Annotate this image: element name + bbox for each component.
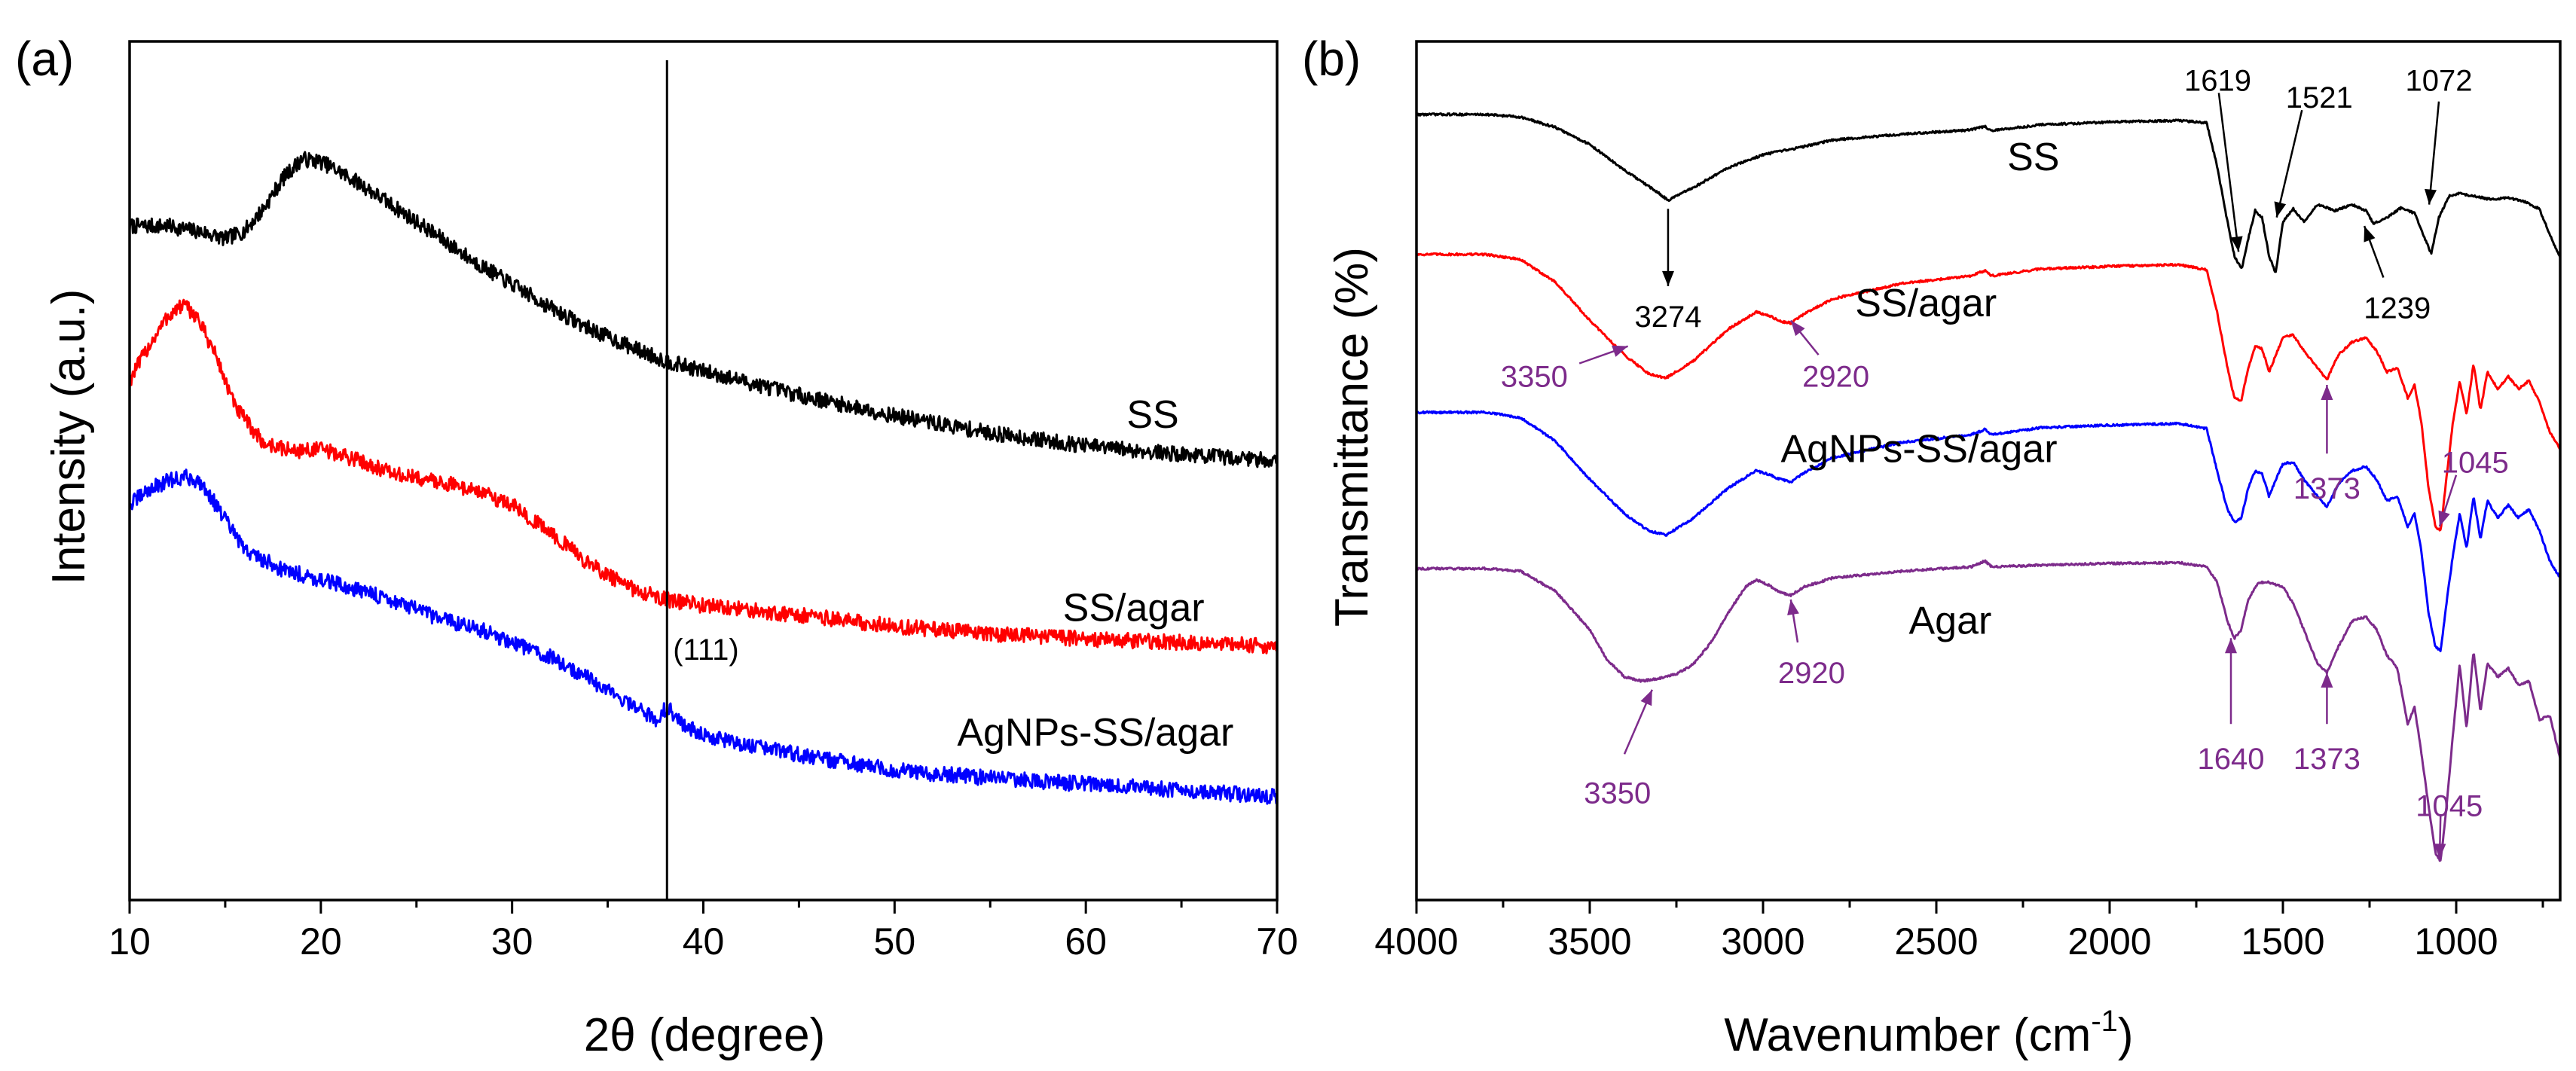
panel-b-label: (b) bbox=[1302, 32, 1361, 86]
annotation-2920: 2920 bbox=[1789, 319, 1869, 394]
annotation-3274: 3274 bbox=[1634, 209, 1701, 334]
series-line-ss-agar bbox=[1416, 252, 2562, 532]
x-tick-label: 4000 bbox=[1374, 920, 1458, 963]
annotation-1045: 1045 bbox=[2438, 447, 2509, 527]
annotation-arrow-head bbox=[2434, 844, 2446, 859]
x-tick-label: 3500 bbox=[1548, 920, 1631, 963]
panel-a: (a) Intensity (a.u.) 2θ (degree) (111) S… bbox=[15, 32, 1298, 1061]
annotation-arrow-head bbox=[1662, 270, 1674, 286]
series-label-ss-agar: SS/agar bbox=[1855, 282, 1997, 325]
series-label-agar: Agar bbox=[1908, 600, 1991, 643]
series-label-agnps-ss-agar: AgNPs-SS/agar bbox=[957, 711, 1233, 755]
annotation-label: 2920 bbox=[1802, 361, 1869, 394]
panel-a-label: (a) bbox=[15, 32, 74, 86]
x-tick-label: 2500 bbox=[1894, 920, 1978, 963]
panel-b-xlabel-sup: -1 bbox=[2091, 1005, 2118, 1038]
panel-b-xlabel-main: Wavenumber (cm bbox=[1724, 1009, 2091, 1061]
annotation-label: 1521 bbox=[2286, 81, 2353, 114]
annotation-arrow-head bbox=[2225, 638, 2237, 654]
annotation-label: 3274 bbox=[1634, 301, 1701, 334]
series-line-agar bbox=[1416, 559, 2562, 862]
annotation-arrow-head bbox=[2425, 188, 2437, 205]
annotation-label: 1373 bbox=[2293, 472, 2361, 505]
panel-b-series-labels: SS SS/agar AgNPs-SS/agar Agar bbox=[1780, 136, 2059, 643]
annotation-1045: 1045 bbox=[2416, 790, 2483, 859]
series-label-ss: SS bbox=[1126, 393, 1178, 437]
annotation-arrow-shaft bbox=[2428, 101, 2440, 205]
panel-b-ylabel: Transmittance (%) bbox=[1326, 247, 1378, 627]
annotation-2920: 2920 bbox=[1778, 599, 1845, 690]
annotation-label: 3350 bbox=[1584, 777, 1651, 810]
series-line-agnps-ss-agar bbox=[128, 468, 1279, 805]
x-tick-label: 1000 bbox=[2414, 920, 2498, 963]
annotation-arrow-head bbox=[2438, 510, 2450, 527]
annotation-label: 1072 bbox=[2406, 64, 2473, 97]
annotation-arrow-head bbox=[1612, 345, 1628, 357]
annotation-1239: 1239 bbox=[2363, 225, 2431, 325]
panel-a-series-labels: SS SS/agar AgNPs-SS/agar bbox=[957, 393, 1233, 755]
panel-b-traces bbox=[1415, 112, 2562, 862]
panel-a-x-ticks: 10 20 30 40 50 60 70 bbox=[108, 900, 1298, 963]
x-tick-label: 50 bbox=[874, 920, 916, 963]
panel-b: (b) Transmittance (%) Wavenumber (cm-1) … bbox=[1302, 32, 2562, 1061]
series-line-ss bbox=[1415, 112, 2562, 273]
x-tick-label: 30 bbox=[491, 920, 533, 963]
series-line-ss bbox=[128, 151, 1279, 468]
annotation-1640: 1640 bbox=[2198, 638, 2265, 776]
x-tick-label: 10 bbox=[108, 920, 151, 963]
annotation-label: 1640 bbox=[2198, 743, 2265, 776]
annotation-arrow-head bbox=[2321, 672, 2333, 688]
x-tick-label: 2000 bbox=[2067, 920, 2151, 963]
annotation-1072: 1072 bbox=[2406, 64, 2473, 205]
annotation-arrow-head bbox=[1790, 320, 1805, 337]
annotation-3350: 3350 bbox=[1584, 689, 1653, 810]
annotation-3350: 3350 bbox=[1501, 345, 1629, 394]
annotation-arrow-head bbox=[1787, 600, 1799, 615]
annotation-label: 1619 bbox=[2184, 64, 2251, 97]
annotation-label: 2920 bbox=[1778, 657, 1845, 690]
annotation-arrow-head bbox=[2230, 236, 2243, 252]
annotation-arrow-head bbox=[2274, 201, 2287, 218]
panel-b-annotations: 3274 1619 1521 1072 1239 3350 2920 1373 1045 3350… bbox=[1501, 64, 2509, 859]
panel-b-xlabel: Wavenumber (cm-1) bbox=[1724, 1005, 2133, 1061]
reference-line-label: (111) bbox=[673, 633, 738, 667]
annotation-1373: 1373 bbox=[2293, 672, 2361, 776]
panel-a-ylabel: Intensity (a.u.) bbox=[43, 289, 95, 585]
x-tick-label: 60 bbox=[1065, 920, 1107, 963]
panel-a-traces bbox=[128, 151, 1279, 805]
series-label-ss: SS bbox=[2007, 136, 2059, 179]
annotation-arrow-head bbox=[2321, 385, 2333, 400]
panel-b-xlabel-end: ) bbox=[2118, 1009, 2134, 1061]
x-tick-label: 3000 bbox=[1721, 920, 1804, 963]
panel-b-frame bbox=[1415, 40, 2562, 902]
annotation-label: 1045 bbox=[2416, 790, 2483, 823]
annotation-arrow-head bbox=[2364, 226, 2376, 243]
annotation-arrow-shaft bbox=[2275, 109, 2303, 218]
annotation-label: 1373 bbox=[2293, 743, 2361, 776]
x-tick-label: 70 bbox=[1256, 920, 1298, 963]
series-label-ss-agar: SS/agar bbox=[1063, 587, 1205, 630]
x-tick-label: 40 bbox=[683, 920, 725, 963]
x-tick-label: 20 bbox=[300, 920, 342, 963]
series-line-agnps-ss-agar bbox=[1416, 410, 2562, 652]
series-line-ss-agar bbox=[128, 298, 1279, 654]
panel-a-frame bbox=[128, 40, 1279, 902]
annotation-arrow-shaft bbox=[2217, 93, 2240, 252]
panel-a-xlabel: 2θ (degree) bbox=[584, 1009, 826, 1061]
x-tick-label: 1500 bbox=[2241, 920, 2324, 963]
annotation-1619: 1619 bbox=[2184, 64, 2251, 252]
annotation-1373: 1373 bbox=[2293, 385, 2361, 505]
series-label-agnps-ss-agar: AgNPs-SS/agar bbox=[1780, 428, 2057, 471]
annotation-label: 3350 bbox=[1501, 361, 1568, 394]
annotation-arrow-head bbox=[1640, 689, 1652, 706]
panel-b-x-ticks: 4000 3500 3000 2500 2000 1500 1000 bbox=[1374, 900, 2544, 963]
annotation-label: 1045 bbox=[2442, 447, 2509, 480]
annotation-label: 1239 bbox=[2364, 291, 2431, 325]
annotation-1521: 1521 bbox=[2274, 81, 2353, 218]
